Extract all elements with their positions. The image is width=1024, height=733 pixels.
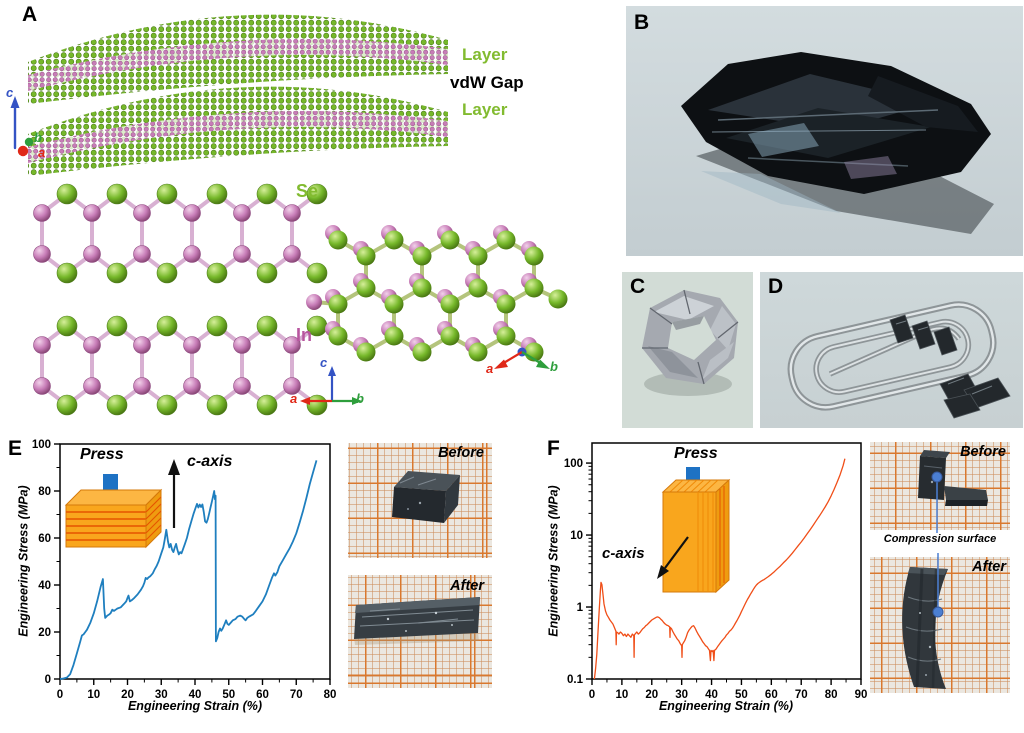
axis-b-label-sideview: b xyxy=(356,391,364,406)
vdw-gap-annotation: vdW Gap xyxy=(450,73,524,92)
photo-before-press-perp xyxy=(870,442,1010,530)
panel-label-b: B xyxy=(634,11,650,34)
x-axis-title-e: Engineering Strain (%) xyxy=(127,699,263,713)
svg-text:50: 50 xyxy=(222,689,235,701)
svg-text:40: 40 xyxy=(38,580,51,592)
panel-label-f: F xyxy=(547,437,560,460)
svg-text:100: 100 xyxy=(564,458,583,470)
se-atom-label: Se xyxy=(296,181,319,201)
axis-c-label-slab: c xyxy=(6,85,14,100)
panel-label-c: C xyxy=(630,275,646,298)
svg-text:60: 60 xyxy=(38,533,51,545)
axis-triad-slab xyxy=(10,96,34,157)
photo-crumpled-foil xyxy=(622,272,753,428)
before-label-f: Before xyxy=(960,444,1006,460)
svg-text:40: 40 xyxy=(705,689,718,701)
axis-a-label-slab: a xyxy=(38,145,46,160)
axis-triad-topview xyxy=(494,347,550,369)
svg-text:30: 30 xyxy=(675,689,688,701)
y-axis-title-e: Engineering Stress (MPa) xyxy=(16,485,31,637)
svg-text:80: 80 xyxy=(38,486,51,498)
svg-text:20: 20 xyxy=(38,627,51,639)
compression-surface-label: Compression surface xyxy=(883,533,997,545)
svg-text:1: 1 xyxy=(577,602,584,614)
press-label-f: Press xyxy=(674,445,718,462)
after-label-f: After xyxy=(972,559,1006,575)
cube-sample-drawing xyxy=(392,471,460,523)
bent-sample-drawing xyxy=(902,567,948,689)
photo-after-press-c xyxy=(348,575,492,688)
foil-photo-drawing xyxy=(642,289,739,396)
y-axis-title-f: Engineering Stress (MPa) xyxy=(546,485,561,637)
photo-after-press-perp xyxy=(870,557,1010,693)
svg-text:30: 30 xyxy=(155,689,168,701)
layer-annotation-bottom: Layer xyxy=(462,100,508,119)
flattened-sample-drawing xyxy=(354,597,480,645)
svg-text:20: 20 xyxy=(121,689,134,701)
photo-before-press-c xyxy=(348,443,492,558)
svg-text:10: 10 xyxy=(615,689,628,701)
svg-text:0.1: 0.1 xyxy=(567,674,584,686)
photo-paperclip-wrap xyxy=(760,272,1023,428)
svg-text:70: 70 xyxy=(290,689,303,701)
svg-text:50: 50 xyxy=(735,689,748,701)
svg-text:10: 10 xyxy=(87,689,100,701)
after-label-e: After xyxy=(450,578,484,594)
svg-text:10: 10 xyxy=(570,530,583,542)
svg-text:70: 70 xyxy=(795,689,808,701)
c-axis-label-f: c-axis xyxy=(602,545,645,562)
svg-text:80: 80 xyxy=(825,689,838,701)
svg-text:0: 0 xyxy=(57,689,63,701)
crystal-photo-drawing xyxy=(681,52,994,234)
svg-text:0: 0 xyxy=(45,674,51,686)
svg-text:80: 80 xyxy=(324,689,337,701)
svg-text:90: 90 xyxy=(855,689,868,701)
inset-press-along-c xyxy=(64,459,180,549)
stress-strain-chart-press-perp-c: 0 10 20 30 40 50 60 70 80 90 0.1 1 10 100 xyxy=(564,442,868,701)
svg-text:100: 100 xyxy=(32,439,51,451)
axis-c-label-sideview: c xyxy=(320,355,328,370)
photo-bulk-crystal xyxy=(626,6,1023,256)
panel-label-d: D xyxy=(768,275,784,298)
press-label-e: Press xyxy=(80,446,124,463)
axis-a-label-sideview: a xyxy=(290,391,298,406)
x-axis-title-f: Engineering Strain (%) xyxy=(658,699,794,713)
svg-text:0: 0 xyxy=(589,689,595,701)
layer-annotation-top: Layer xyxy=(462,45,508,64)
inset-press-perpendicular-c xyxy=(657,467,731,594)
axis-b-label-slab: b xyxy=(34,130,42,145)
panel-label-e: E xyxy=(8,437,23,460)
c-axis-label-e: c-axis xyxy=(187,453,233,470)
axis-triad-sideview xyxy=(300,366,362,405)
axis-b-label-topview: b xyxy=(550,359,558,374)
in-atom-label: In xyxy=(296,325,312,345)
svg-text:60: 60 xyxy=(765,689,778,701)
lattice-drawings xyxy=(33,183,568,416)
stress-strain-chart-press-along-c: 0 10 20 30 40 50 60 70 80 0 20 40 60 80 100 xyxy=(32,439,337,701)
svg-text:20: 20 xyxy=(645,689,658,701)
vdw-slab-upper xyxy=(28,14,448,104)
before-label-e: Before xyxy=(438,445,484,461)
paperclip-photo-drawing xyxy=(787,301,1011,419)
svg-text:60: 60 xyxy=(256,689,269,701)
axis-a-label-topview: a xyxy=(486,361,494,376)
svg-text:40: 40 xyxy=(189,689,202,701)
vdw-slab-lower xyxy=(28,86,448,176)
panel-label-a: A xyxy=(22,3,38,26)
